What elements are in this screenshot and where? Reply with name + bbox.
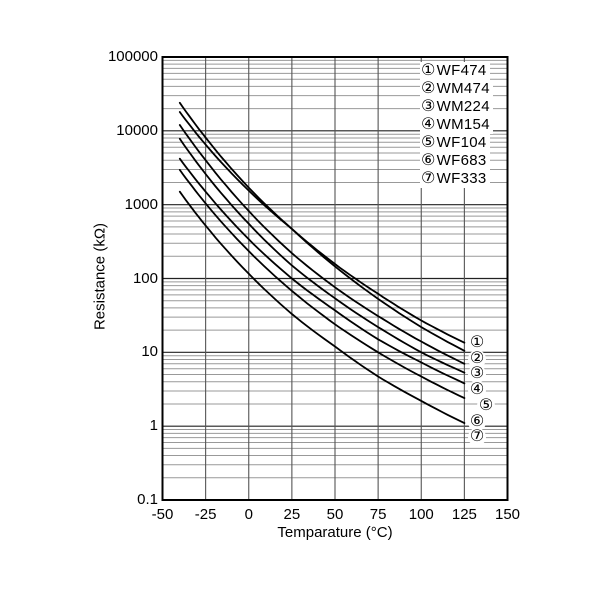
legend-index-icon: ④ — [421, 116, 436, 133]
legend-index-icon: ⑤ — [421, 134, 436, 151]
curve-WM154 — [178, 137, 466, 374]
curve-WM474 — [178, 111, 466, 352]
curve-end-label-WM154: ④ — [468, 381, 486, 400]
y-tick-label: 0.1 — [137, 491, 158, 508]
y-tick-label: 10000 — [116, 121, 158, 139]
x-tick-label: 25 — [283, 506, 301, 523]
legend-series-name: WF333 — [436, 170, 487, 187]
curve-WF104 — [178, 157, 466, 385]
legend-series-name: WF474 — [436, 62, 487, 79]
legend-item-WF104: ⑤WF104 — [420, 134, 490, 152]
y-tick-label: 1 — [149, 417, 158, 435]
legend-item-WM224: ③WM224 — [420, 98, 493, 116]
x-tick-label: 125 — [451, 506, 477, 523]
legend-item-WF474: ①WF474 — [420, 62, 490, 80]
x-tick-label: 150 — [494, 506, 521, 523]
x-tick-label: -50 — [151, 506, 174, 523]
curve-end-label-WF474: ① — [468, 334, 486, 352]
curve-end-label-WF333: ⑦ — [468, 428, 486, 447]
curve-WF333 — [178, 190, 466, 424]
y-tick-label: 1000 — [124, 195, 158, 213]
plot-frame — [161, 56, 509, 501]
x-tick-label: 50 — [326, 506, 344, 523]
legend-index-icon: ⑦ — [421, 170, 436, 187]
y-tick-label: 10 — [141, 343, 158, 361]
legend-index-icon: ③ — [421, 98, 436, 115]
legend-series-name: WF104 — [436, 134, 487, 151]
legend-series-name: WM154 — [436, 116, 490, 133]
curve-end-label-WF104: ⑤ — [477, 396, 495, 415]
y-axis-title: Resistance (kΩ) — [91, 222, 109, 331]
y-tick-label: 100 — [132, 269, 158, 287]
legend-item-WF683: ⑥WF683 — [420, 152, 490, 170]
legend-item-WM474: ②WM474 — [420, 80, 493, 98]
x-tick-label: 0 — [244, 506, 253, 523]
curve-WF683 — [178, 169, 466, 399]
legend-index-icon: ⑥ — [421, 152, 436, 169]
x-axis-title: Temparature (°C) — [277, 524, 393, 541]
legend-series-name: WM224 — [436, 98, 490, 115]
curve-end-label-WM224: ③ — [468, 365, 486, 384]
curve-WM224 — [178, 124, 466, 365]
x-tick-label: 75 — [369, 506, 387, 523]
y-tick-label: 100000 — [107, 48, 158, 65]
x-tick-label: 100 — [408, 506, 434, 523]
legend-series-name: WM474 — [436, 80, 490, 97]
curve-end-label-WF683: ⑥ — [468, 412, 486, 431]
curve-end-label-WM474: ② — [468, 349, 486, 368]
legend-index-icon: ① — [421, 62, 436, 79]
x-tick-label: -25 — [194, 506, 217, 523]
legend-series-name: WF683 — [436, 152, 487, 169]
legend-item-WM154: ④WM154 — [420, 116, 493, 134]
legend-index-icon: ② — [421, 80, 436, 97]
legend-item-WF333: ⑦WF333 — [420, 170, 490, 188]
